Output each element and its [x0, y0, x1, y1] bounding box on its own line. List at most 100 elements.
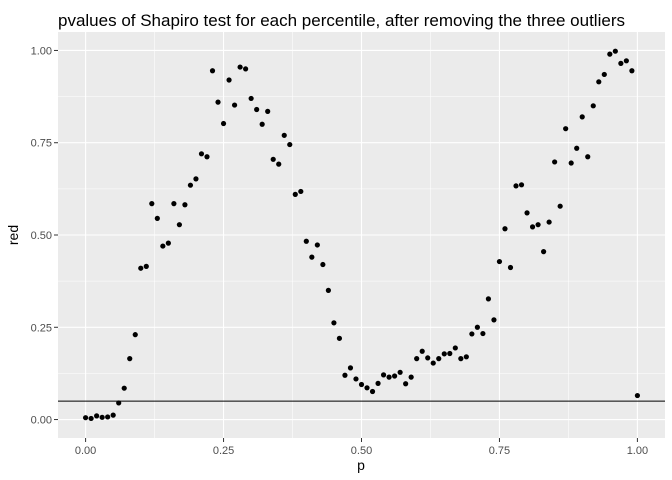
data-point — [154, 215, 160, 221]
y-tick-label: 0.25 — [31, 322, 52, 334]
data-point — [309, 254, 315, 260]
data-point — [358, 381, 365, 388]
data-point — [220, 120, 227, 127]
data-point — [623, 58, 629, 64]
data-point — [380, 372, 387, 378]
data-point — [204, 154, 210, 160]
data-point — [165, 240, 171, 246]
data-point — [331, 320, 337, 326]
x-tick-label: 0.75 — [489, 445, 510, 457]
data-point — [116, 400, 122, 406]
data-point — [612, 48, 618, 54]
data-point — [392, 373, 398, 379]
data-point — [182, 202, 188, 208]
data-point — [243, 66, 249, 72]
data-point — [127, 356, 133, 362]
y-tick-label: 0.75 — [31, 138, 52, 150]
data-point — [215, 99, 221, 105]
data-point — [491, 317, 497, 323]
y-tick-label: 0.00 — [31, 415, 52, 427]
data-point — [88, 415, 94, 422]
data-point — [469, 331, 475, 337]
data-point — [557, 203, 563, 209]
x-axis-ticks: 0.00 0.25 0.50 0.75 1.00 — [75, 438, 648, 457]
data-point — [209, 68, 216, 74]
data-point — [502, 226, 508, 232]
data-point — [347, 365, 354, 371]
data-point — [518, 182, 525, 188]
data-point — [193, 176, 199, 182]
data-point — [463, 354, 469, 360]
data-point — [342, 372, 348, 378]
data-point — [270, 156, 276, 162]
data-point — [386, 374, 392, 380]
data-point — [535, 222, 541, 228]
data-point — [452, 345, 458, 351]
data-point — [447, 350, 453, 357]
data-point — [436, 356, 442, 362]
data-point — [579, 114, 585, 120]
data-point — [546, 219, 552, 225]
x-tick-label: 0.25 — [213, 445, 234, 457]
data-point — [138, 265, 144, 271]
data-point — [441, 351, 447, 357]
x-tick-label: 1.00 — [627, 445, 648, 457]
data-point — [425, 355, 431, 361]
data-point — [298, 188, 304, 195]
data-point — [408, 374, 414, 380]
data-point — [143, 263, 149, 269]
data-point — [231, 102, 238, 108]
data-point — [303, 238, 309, 244]
data-point — [105, 414, 111, 420]
data-point — [198, 151, 205, 157]
data-point — [552, 159, 558, 165]
y-tick-label: 1.00 — [31, 45, 52, 57]
data-point — [563, 126, 569, 132]
data-point — [99, 414, 105, 420]
y-tick-label: 0.50 — [31, 230, 52, 242]
data-point — [149, 201, 155, 207]
data-point — [529, 224, 536, 230]
data-point — [160, 243, 166, 249]
data-point — [314, 242, 320, 248]
data-point — [369, 388, 376, 395]
data-point — [292, 191, 298, 197]
chart-title: pvalues of Shapiro test for each percent… — [58, 11, 625, 30]
data-point — [474, 324, 480, 330]
data-point — [618, 60, 624, 66]
data-point — [430, 360, 436, 366]
data-point — [226, 77, 232, 83]
data-point — [585, 154, 591, 160]
data-point — [590, 103, 596, 109]
data-point — [353, 376, 359, 382]
data-point — [375, 380, 381, 386]
data-point — [287, 141, 293, 148]
data-points — [82, 48, 641, 422]
data-point — [419, 348, 425, 354]
data-point — [458, 356, 464, 362]
y-axis-label: red — [5, 225, 21, 245]
data-point — [171, 201, 177, 207]
data-point — [574, 145, 580, 151]
data-point — [336, 335, 343, 341]
data-point — [121, 385, 127, 391]
data-point — [513, 183, 519, 189]
x-axis-label: p — [357, 457, 365, 473]
data-point — [507, 264, 514, 271]
data-point — [541, 249, 547, 255]
data-point — [403, 381, 409, 387]
data-point — [629, 68, 635, 74]
major-gridlines — [58, 32, 665, 438]
data-point — [496, 258, 503, 265]
data-point — [132, 332, 138, 338]
data-point — [568, 160, 574, 166]
data-point — [94, 413, 100, 419]
data-point — [601, 71, 607, 78]
data-point — [237, 64, 243, 70]
data-point — [320, 261, 326, 268]
data-point — [480, 330, 486, 337]
data-point — [265, 108, 271, 114]
data-point — [187, 182, 194, 188]
data-point — [634, 392, 641, 399]
